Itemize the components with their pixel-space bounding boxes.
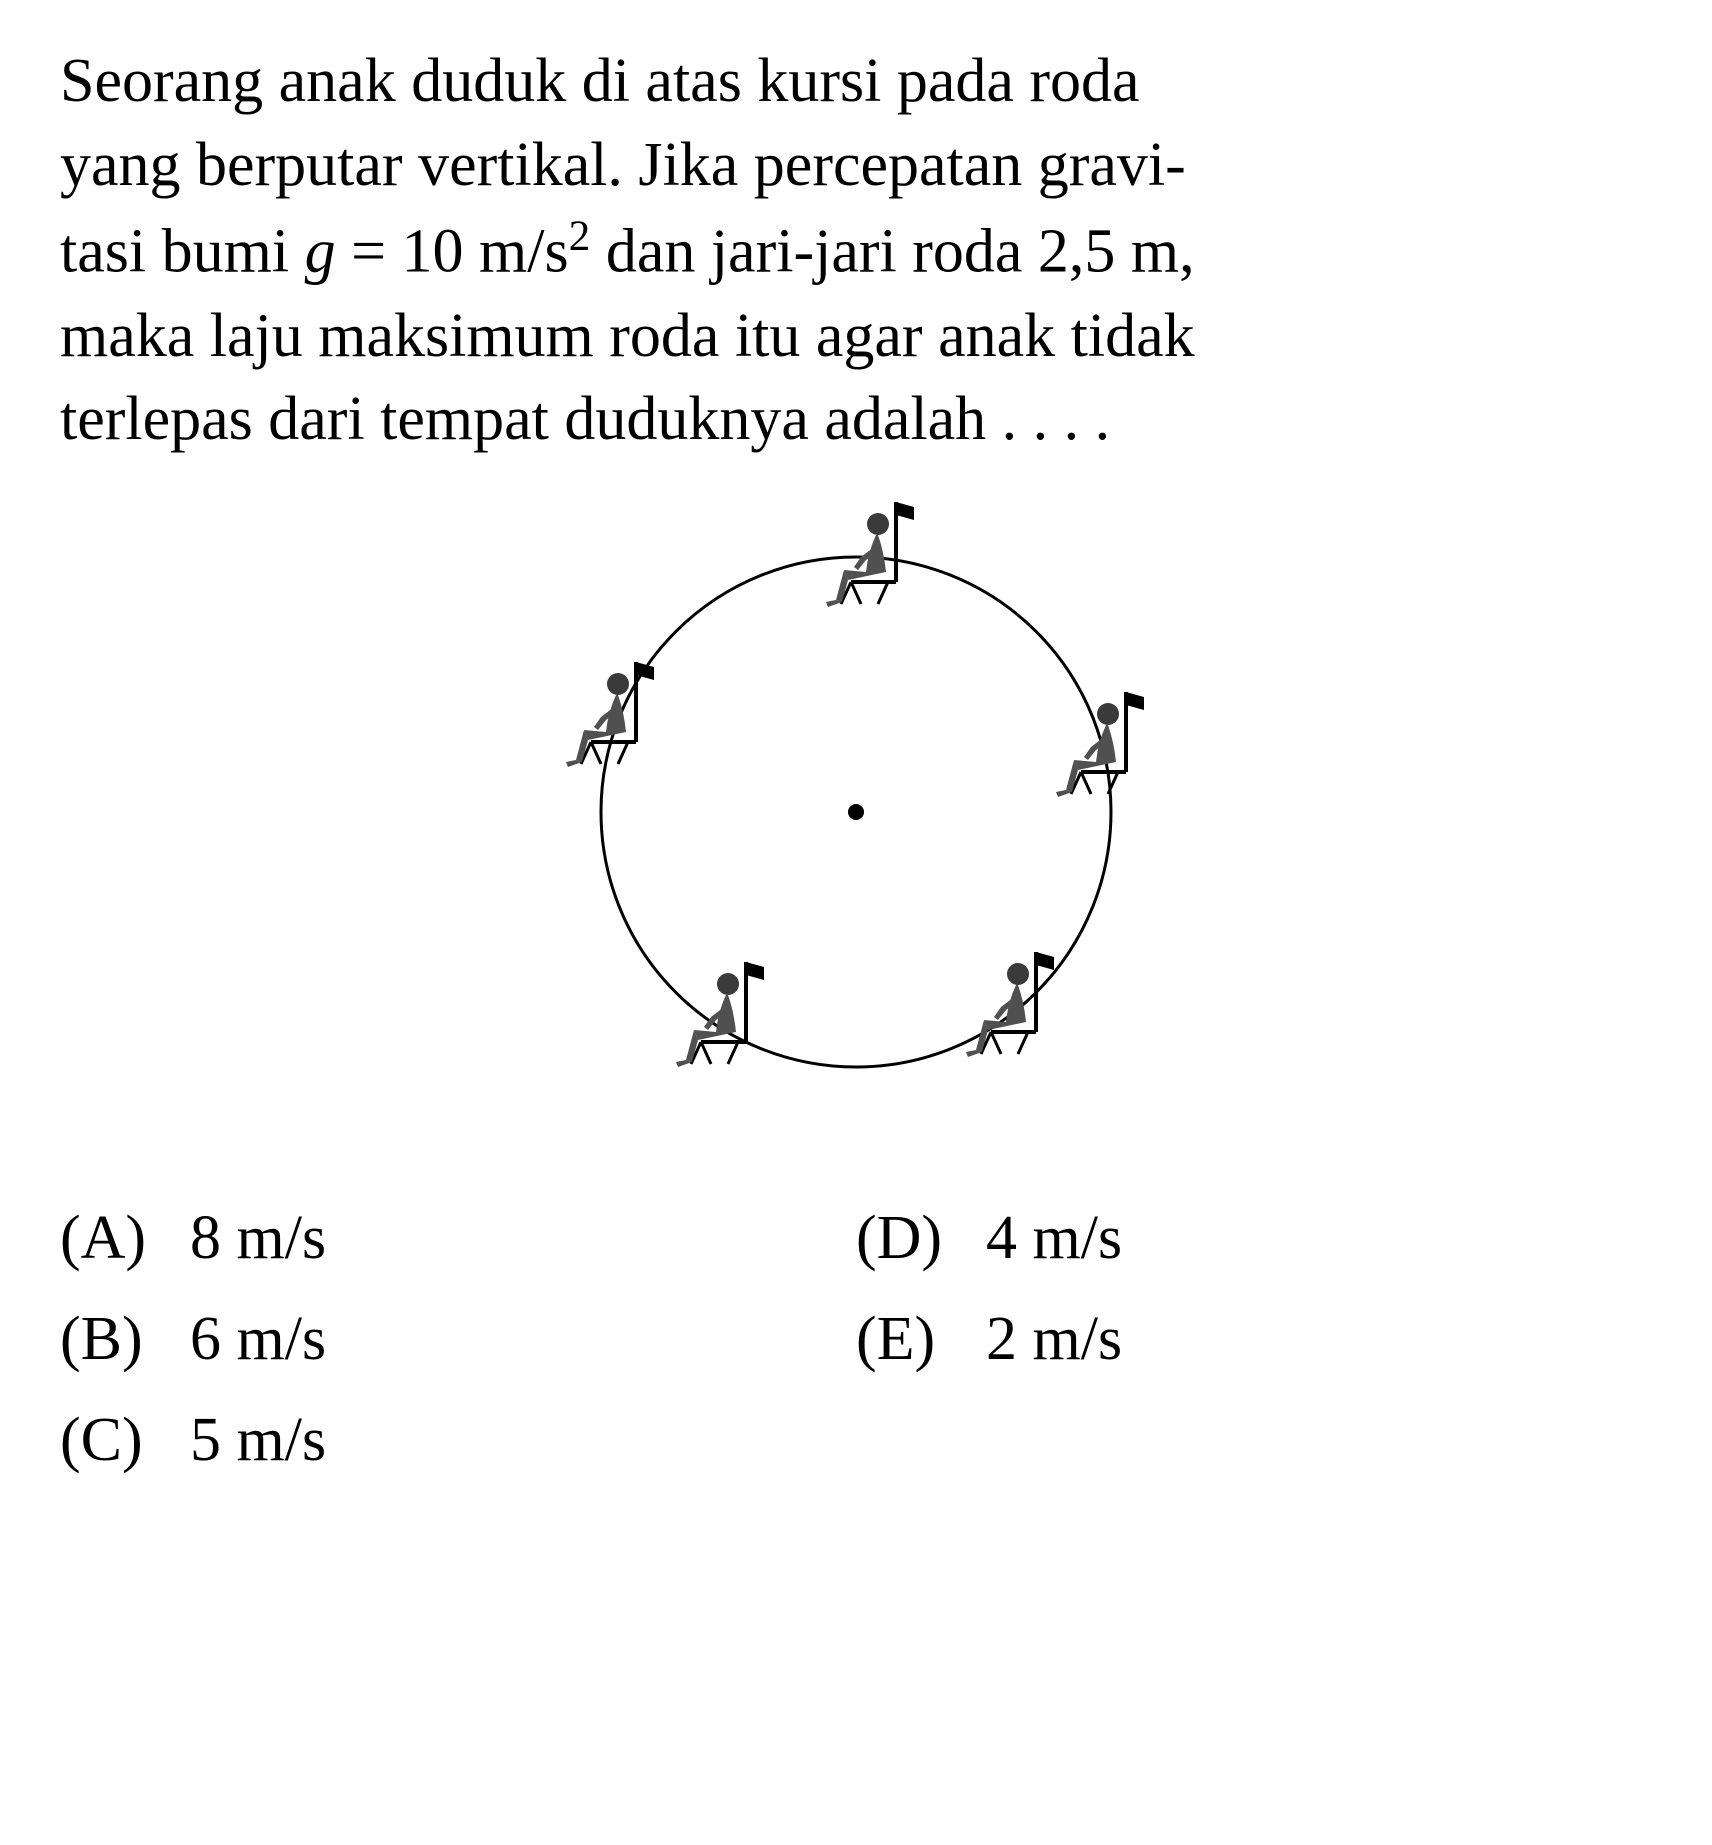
question-line3-post: dan jari-jari roda 2,5 m, bbox=[590, 218, 1194, 286]
answer-d-label: (D) bbox=[856, 1192, 986, 1285]
answer-d-value: 4 m/s bbox=[986, 1204, 1122, 1272]
ferris-wheel-diagram bbox=[516, 492, 1196, 1112]
answer-options: (A)8 m/s (B)6 m/s (C)5 m/s (D)4 m/s (E)2… bbox=[60, 1192, 1652, 1495]
question-line3-eq: = 10 m/s bbox=[336, 218, 569, 286]
answer-e-label: (E) bbox=[856, 1293, 986, 1386]
person-lower-left-icon bbox=[676, 962, 764, 1067]
question-line4: maka laju maksimum roda itu agar anak ti… bbox=[60, 302, 1195, 370]
answer-b-value: 6 m/s bbox=[190, 1305, 326, 1373]
answer-a-label: (A) bbox=[60, 1192, 190, 1285]
answer-c: (C)5 m/s bbox=[60, 1394, 856, 1487]
question-var-g: g bbox=[305, 218, 336, 286]
answer-d: (D)4 m/s bbox=[856, 1192, 1652, 1285]
question-line1: Seorang anak duduk di atas kursi pada ro… bbox=[60, 47, 1140, 115]
answer-a: (A)8 m/s bbox=[60, 1192, 856, 1285]
question-text: Seorang anak duduk di atas kursi pada ro… bbox=[60, 40, 1652, 462]
person-upper-right-icon bbox=[1056, 692, 1144, 797]
question-line2: yang berputar vertikal. Jika percepatan … bbox=[60, 131, 1186, 199]
person-lower-right-icon bbox=[966, 952, 1054, 1057]
diagram-container bbox=[60, 492, 1652, 1112]
question-line3-pre: tasi bumi bbox=[60, 218, 305, 286]
answer-e: (E)2 m/s bbox=[856, 1293, 1652, 1386]
center-dot-icon bbox=[848, 804, 864, 820]
question-exp: 2 bbox=[569, 212, 591, 260]
answer-col-right: (D)4 m/s (E)2 m/s bbox=[856, 1192, 1652, 1495]
question-line5: terlepas dari tempat duduknya adalah . .… bbox=[60, 385, 1110, 453]
answer-a-value: 8 m/s bbox=[190, 1204, 326, 1272]
answer-col-left: (A)8 m/s (B)6 m/s (C)5 m/s bbox=[60, 1192, 856, 1495]
answer-c-label: (C) bbox=[60, 1394, 190, 1487]
answer-b: (B)6 m/s bbox=[60, 1293, 856, 1386]
person-top-icon bbox=[826, 502, 914, 607]
answer-e-value: 2 m/s bbox=[986, 1305, 1122, 1373]
answer-b-label: (B) bbox=[60, 1293, 190, 1386]
answer-c-value: 5 m/s bbox=[190, 1406, 326, 1474]
